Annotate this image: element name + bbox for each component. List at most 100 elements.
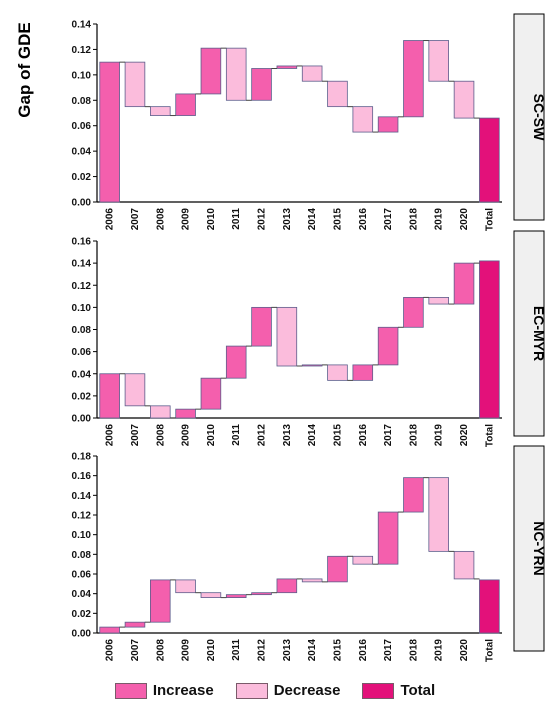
legend-swatch-total [362,682,395,699]
panel-ec-myr-x-tick-label: 2011 [231,424,242,446]
panel-ec-myr-x-tick-label: 2008 [155,424,166,447]
panel-sc-sw-bar-total [479,117,500,203]
panel-ec-myr-bar-2014-increase [301,364,323,367]
panel-sc-sw-bar-2010-increase [200,47,222,95]
panel-sc-sw-x-tick-label: 2018 [408,208,419,231]
panel-sc-sw-x-tick-label: 2011 [231,208,242,230]
panel-nc-yrn-y-tick-label: 0.00 [72,629,92,640]
panel-sc-sw-bar-2007-decrease [124,61,146,108]
panel-nc-yrn-x-tick-label: 2015 [332,639,343,662]
panel-sc-sw-x-tick-label: 2006 [105,208,116,231]
panel-sc-sw-bar-2014-decrease [301,65,323,82]
panel-ec-myr-y-tick-label: 0.12 [72,281,92,292]
panel-ec-myr-bar-2012-increase [251,306,272,347]
panel-sc-sw-y-tick-label: 0.14 [72,20,92,31]
panel-sc-sw-bar-2006-increase [99,61,120,203]
panel-nc-yrn-x-tick-label: 2014 [307,639,318,662]
panel-sc-sw-bar-2016-decrease [352,106,374,133]
panel-sc-sw-bar-2020-decrease [453,80,475,119]
panel-ec-myr-bar-2019-decrease [428,297,449,305]
legend-label-total: Total [400,682,436,699]
panel-nc-yrn-bar-2010-decrease [200,592,222,599]
legend-item-increase: Increase [114,682,214,699]
panel-ec-myr-y-tick-label: 0.16 [72,237,92,248]
panel-nc-yrn-bar-2007-increase [124,621,146,628]
panel-ec-myr-x-tick-label: Total [484,424,495,447]
panel-nc-yrn-bar-2013-increase [276,578,298,594]
panel-ec-myr-x-tick-label: 2016 [358,424,369,447]
panel-nc-yrn-x-tick-label: 2020 [459,639,470,662]
panel-ec-myr-y-tick-label: 0.06 [72,347,92,358]
panel-ec-myr-bar-2009-increase [175,408,196,419]
panel-ec-myr-x-tick-label: 2006 [105,424,116,447]
panel-sc-sw-y-tick-label: 0.04 [72,147,92,158]
panel-nc-yrn-x-tick-label: 2018 [408,639,419,662]
panel-ec-myr-x-tick-label: 2020 [459,424,470,447]
panel-nc-yrn-bar-2012-increase [251,592,272,596]
panel-ec-myr-x-tick-label: 2014 [307,424,318,447]
panel-ec-myr-y-tick-label: 0.04 [72,369,92,380]
panel-nc-yrn-y-tick-label: 0.18 [72,452,92,463]
panel-ec-myr-x-tick-label: 2015 [332,424,343,447]
panel-nc-yrn-bar-2019-decrease [428,477,449,552]
panel-sc-sw-x-tick-label: Total [484,208,495,231]
panel-sc-sw-strip [513,13,545,221]
panel-ec-myr-bar-2020-increase [453,262,475,305]
panel-sc-sw-x-tick-label: 2017 [383,208,394,231]
panel-sc-sw-bar-2018-increase [403,40,424,118]
legend-item-total: Total [362,682,435,699]
panel-ec-myr-bar-2010-increase [200,377,222,410]
panel-nc-yrn-x-tick-label: 2012 [257,639,268,662]
panel-nc-yrn-bar-total [479,579,500,634]
panel-nc-yrn-y-tick-label: 0.04 [72,589,92,600]
panel-sc-sw-x-tick-label: 2007 [130,208,141,231]
panel-ec-myr-y-tick-label: 0.08 [72,325,92,336]
panel-nc-yrn-x-tick-label: 2006 [105,639,116,662]
panel-sc-sw-bar-2012-increase [251,68,272,101]
panel-nc-yrn-strip [513,445,545,652]
panel-nc-yrn-x-tick-label: 2016 [358,639,369,662]
panel-nc-yrn-bar-2011-increase [225,594,247,599]
panel-nc-yrn-y-tick-label: 0.08 [72,550,92,561]
panel-nc-yrn-bar-2008-increase [150,579,171,623]
panel-sc-sw-x-tick-label: 2013 [282,208,293,231]
panel-nc-yrn-x-tick-label: 2009 [181,639,192,662]
panel-sc-sw-x-tick-label: 2012 [257,208,268,231]
panel-ec-myr-x-tick-label: 2010 [206,424,217,447]
panel-ec-myr-bar-2017-increase [377,326,399,366]
panel-nc-yrn-x-tick-label: 2008 [155,639,166,662]
panel-nc-yrn-x-tick-label: 2010 [206,639,217,662]
panel-ec-myr-bar-2013-decrease [276,306,298,367]
legend-label-increase: Increase [152,682,214,699]
panel-ec-myr-y-tick-label: 0.10 [72,303,92,314]
panel-ec-myr-x-tick-label: 2017 [383,424,394,447]
panel-nc-yrn-x-tick-label: 2017 [383,639,394,662]
panel-sc-sw-y-tick-label: 0.00 [72,198,92,209]
panel-nc-yrn-x-tick-label: 2019 [434,639,445,662]
panel-sc-sw-bar-2019-decrease [428,40,449,82]
panel-sc-sw-y-tick-label: 0.06 [72,121,92,132]
panel-nc-yrn-x-tick-label: Total [484,639,495,662]
panel-ec-myr-bar-2016-increase [352,364,374,381]
panel-nc-yrn-y-tick-label: 0.16 [72,471,92,482]
panel-ec-myr-y-tick-label: 0.14 [72,259,92,270]
panel-nc-yrn-y-tick-label: 0.02 [72,609,92,620]
panel-ec-myr-y-tick-label: 0.02 [72,391,92,402]
legend-item-decrease: Decrease [235,682,341,699]
panel-nc-yrn-bar-2014-decrease [301,578,323,583]
panel-sc-sw-x-tick-label: 2009 [181,208,192,231]
panel-ec-myr-strip-label: EC-MYR [531,306,547,361]
panel-sc-sw-bar-2011-decrease [225,47,247,101]
panel-nc-yrn-y-tick-label: 0.12 [72,511,92,522]
panel-ec-myr-bar-total [479,260,500,419]
legend-label-decrease: Decrease [273,682,341,699]
panel-nc-yrn-bar-2018-increase [403,477,424,513]
panel-ec-myr-x-tick-label: 2013 [282,424,293,447]
y-axis-label: Gap of GDE [15,22,34,117]
panel-sc-sw-x-tick-label: 2020 [459,208,470,231]
legend-swatch-decrease [235,682,268,699]
panel-ec-myr-y-tick-label: 0.00 [72,414,92,425]
panel-sc-sw-bar-2015-decrease [327,80,348,108]
panel-ec-myr-strip [513,230,545,437]
